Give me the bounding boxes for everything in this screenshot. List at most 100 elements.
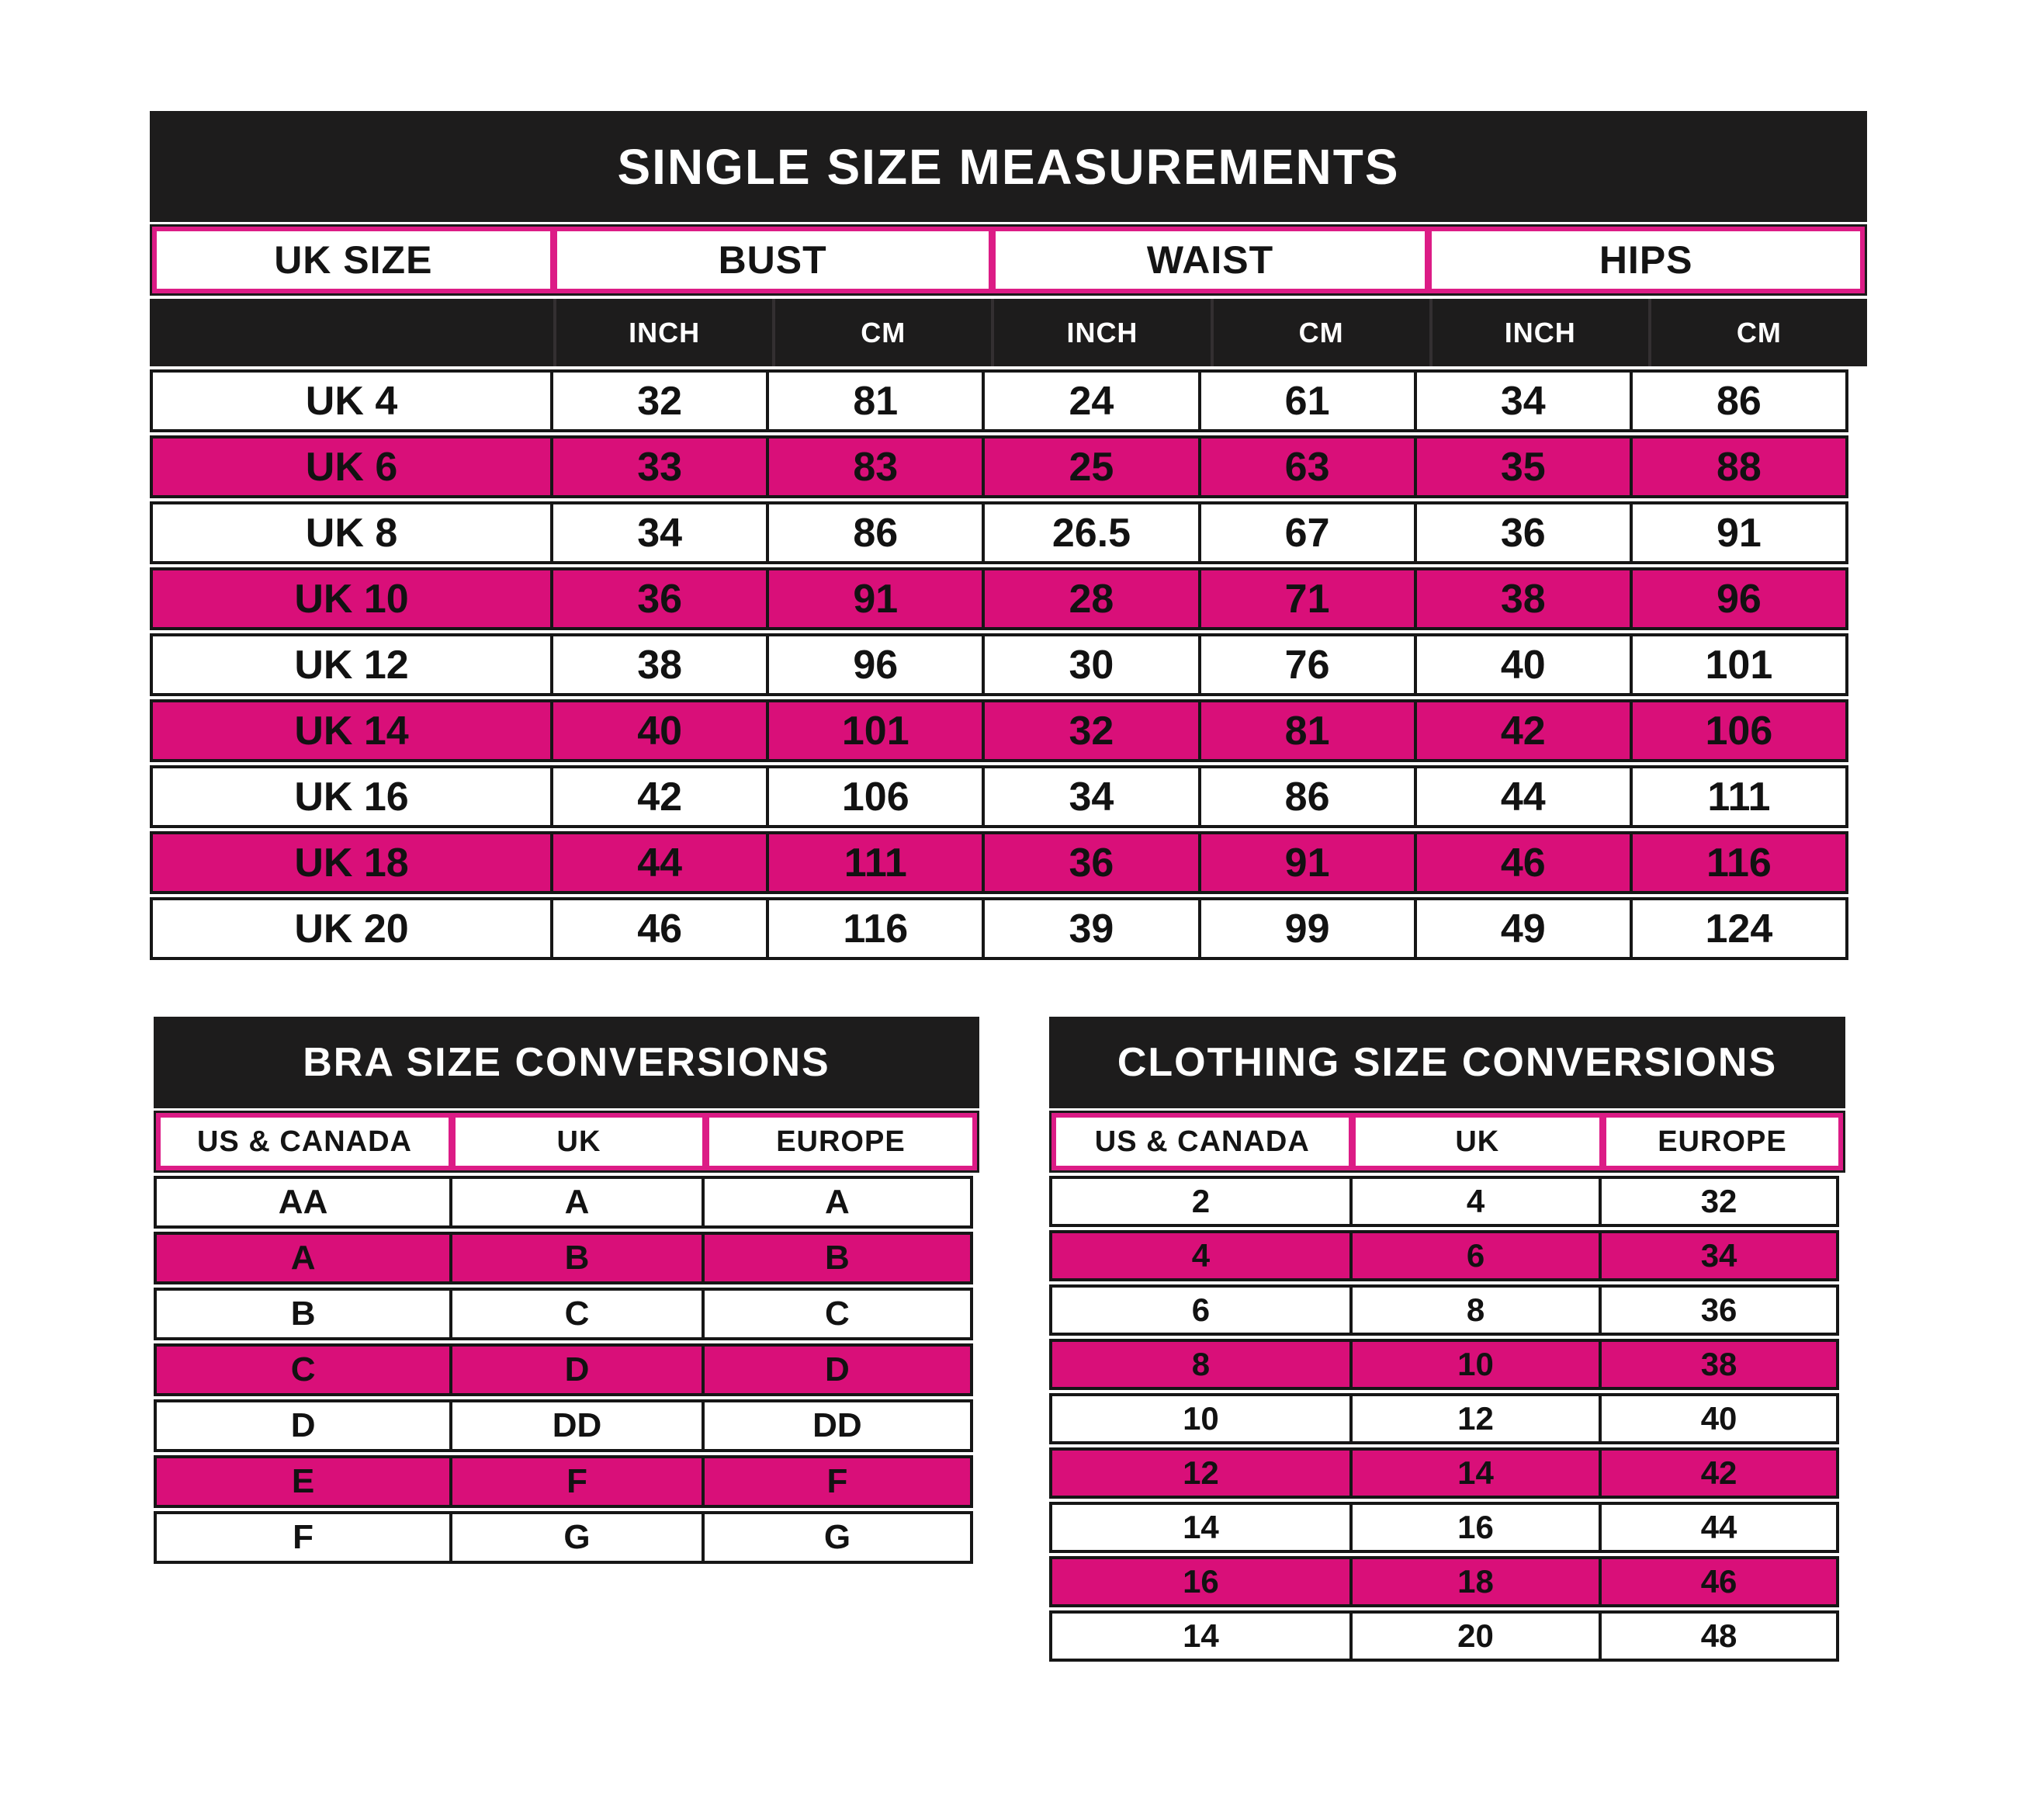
table-cell: UK 8: [150, 501, 554, 564]
table-cell: 36: [1413, 501, 1633, 564]
clothing-header-europe: EUROPE: [1603, 1113, 1843, 1170]
table-cell: UK 12: [150, 633, 554, 696]
table-cell: UK 18: [150, 831, 554, 894]
table-row: UK 10 36 91 28 71 38 96: [150, 567, 1867, 630]
table-cell: 39: [982, 897, 1201, 960]
table-row: 8 10 38: [1049, 1339, 1845, 1390]
table-cell: 26.5: [982, 501, 1201, 564]
table-cell: UK 20: [150, 897, 554, 960]
table-cell: B: [449, 1232, 705, 1284]
table-cell: 33: [550, 435, 770, 498]
table-cell: 36: [1599, 1284, 1839, 1336]
table-cell: 10: [1049, 1393, 1353, 1444]
table-cell: 101: [1629, 633, 1848, 696]
table-row: 6 8 36: [1049, 1284, 1845, 1336]
table-cell: 12: [1349, 1393, 1602, 1444]
subheader-waist-cm: CM: [1210, 299, 1429, 366]
table-cell: G: [449, 1511, 705, 1564]
clothing-size-title: CLOTHING SIZE CONVERSIONS: [1117, 1040, 1778, 1085]
table-cell: 40: [1413, 633, 1633, 696]
table-row: UK 20 46 116 39 99 49 124: [150, 897, 1867, 960]
table-cell: D: [154, 1399, 453, 1452]
table-row: 14 20 48: [1049, 1610, 1845, 1662]
table-cell: DD: [701, 1399, 973, 1452]
table-row: UK 8 34 86 26.5 67 36 91: [150, 501, 1867, 564]
table-cell: F: [154, 1511, 453, 1564]
table-cell: 71: [1197, 567, 1417, 630]
table-cell: 18: [1349, 1556, 1602, 1607]
table-cell: G: [701, 1511, 973, 1564]
bra-size-header-row: US & CANADA UK EUROPE: [154, 1111, 979, 1173]
subheader-hips-inch: INCH: [1429, 299, 1648, 366]
table-cell: 96: [766, 633, 986, 696]
table-row: 14 16 44: [1049, 1502, 1845, 1553]
table-cell: UK 4: [150, 369, 554, 432]
table-cell: 42: [1413, 699, 1633, 762]
bra-header-europe: EUROPE: [706, 1113, 977, 1170]
table-cell: F: [701, 1455, 973, 1508]
bra-header-us-canada: US & CANADA: [156, 1113, 453, 1170]
table-cell: UK 16: [150, 765, 554, 828]
table-cell: 40: [550, 699, 770, 762]
table-cell: 67: [1197, 501, 1417, 564]
table-cell: 35: [1413, 435, 1633, 498]
table-cell: 46: [550, 897, 770, 960]
bra-size-conversions-table: BRA SIZE CONVERSIONS US & CANADA UK EURO…: [154, 1017, 979, 1564]
table-cell: 36: [550, 567, 770, 630]
table-cell: A: [701, 1176, 973, 1229]
table-cell: B: [701, 1232, 973, 1284]
table-cell: 34: [1413, 369, 1633, 432]
bra-header-uk: UK: [452, 1113, 707, 1170]
subheader-waist-inch: INCH: [991, 299, 1210, 366]
table-cell: 91: [1197, 831, 1417, 894]
clothing-size-title-bar: CLOTHING SIZE CONVERSIONS: [1049, 1017, 1845, 1108]
table-cell: 28: [982, 567, 1201, 630]
clothing-size-rows: 2 4 32 4 6 34 6 8 36 8 10 38 10 12 40 12 14 42 14 16 44 16 18 4…: [1049, 1176, 1845, 1662]
subheader-spacer: [150, 299, 553, 366]
clothing-header-us-canada: US & CANADA: [1051, 1113, 1353, 1170]
single-size-header-row: UK SIZE BUST WAIST HIPS: [150, 224, 1867, 296]
table-cell: E: [154, 1455, 453, 1508]
table-row: 10 12 40: [1049, 1393, 1845, 1444]
table-cell: 124: [1629, 897, 1848, 960]
single-size-measurements-table: SINGLE SIZE MEASUREMENTS UK SIZE BUST WA…: [150, 111, 1867, 960]
table-cell: 42: [550, 765, 770, 828]
table-cell: D: [449, 1343, 705, 1396]
table-cell: UK 6: [150, 435, 554, 498]
table-row: UK 14 40 101 32 81 42 106: [150, 699, 1867, 762]
single-size-subheader-row: INCH CM INCH CM INCH CM: [150, 299, 1867, 366]
table-row: UK 4 32 81 24 61 34 86: [150, 369, 1867, 432]
clothing-header-uk: UK: [1353, 1113, 1604, 1170]
table-cell: 10: [1349, 1339, 1602, 1390]
table-cell: 83: [766, 435, 986, 498]
table-cell: 34: [982, 765, 1201, 828]
table-cell: 91: [766, 567, 986, 630]
table-row: AA A A: [154, 1176, 979, 1229]
table-cell: 81: [1197, 699, 1417, 762]
table-cell: 14: [1049, 1610, 1353, 1662]
table-cell: 88: [1629, 435, 1848, 498]
table-cell: F: [449, 1455, 705, 1508]
table-cell: 91: [1629, 501, 1848, 564]
table-cell: C: [701, 1288, 973, 1340]
subheader-bust-cm: CM: [772, 299, 991, 366]
table-row: UK 16 42 106 34 86 44 111: [150, 765, 1867, 828]
table-cell: 14: [1349, 1447, 1602, 1499]
table-cell: 4: [1349, 1176, 1602, 1227]
table-cell: 32: [550, 369, 770, 432]
table-cell: 44: [1599, 1502, 1839, 1553]
table-row: UK 18 44 111 36 91 46 116: [150, 831, 1867, 894]
table-cell: 61: [1197, 369, 1417, 432]
table-cell: 99: [1197, 897, 1417, 960]
table-cell: 32: [1599, 1176, 1839, 1227]
table-cell: 24: [982, 369, 1201, 432]
table-cell: 8: [1349, 1284, 1602, 1336]
table-cell: 86: [1197, 765, 1417, 828]
bra-size-title-bar: BRA SIZE CONVERSIONS: [154, 1017, 979, 1108]
table-cell: A: [154, 1232, 453, 1284]
table-cell: 34: [550, 501, 770, 564]
table-cell: 16: [1049, 1556, 1353, 1607]
